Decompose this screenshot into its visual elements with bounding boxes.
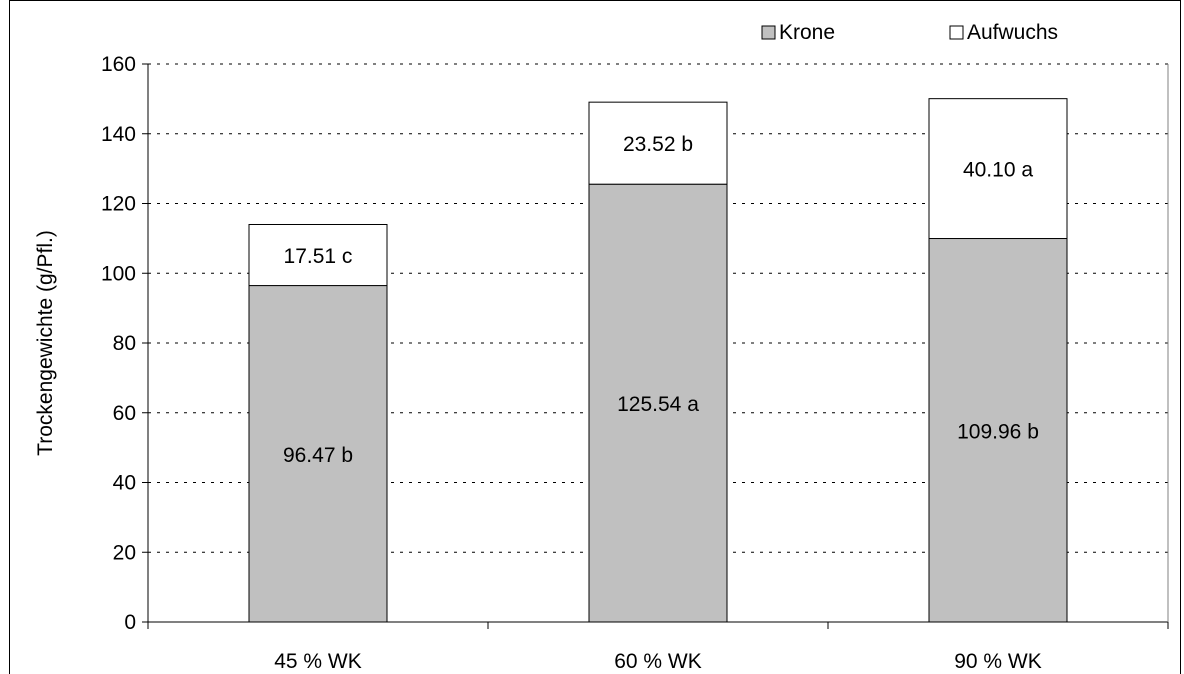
legend-swatch-aufwuchs (949, 25, 964, 40)
bars: 96.47 b 17.51 c 125.54 a 23.52 b 109.96 b 40.… (248, 98, 1068, 623)
bar-data-label: 96.47 b (283, 444, 353, 467)
y-tick-label: 160 (101, 53, 136, 76)
y-tick-label: 80 (113, 332, 136, 355)
y-axis-label: Trockengewichte (g/Pfl.) (34, 230, 57, 456)
x-category-label: 45 % WK (274, 650, 362, 673)
y-tick-label: 100 (101, 262, 136, 285)
bar-data-label: 23.52 b (623, 133, 693, 156)
bar-data-label: 109.96 b (957, 420, 1039, 443)
bar-data-label: 40.10 a (963, 159, 1033, 182)
y-tick-label: 60 (113, 402, 136, 425)
bar-data-label: 17.51 c (284, 245, 353, 268)
legend-label: Krone (779, 21, 835, 44)
ticks: 0 20 40 60 80 100 120 140 160 45 % WK 60 % WK 90 % … (101, 53, 1169, 673)
bar-segment-aufwuchs (248, 223, 388, 287)
bar-segment-krone (928, 238, 1068, 623)
legend-swatch-krone (761, 25, 776, 40)
x-category-label: 60 % WK (614, 650, 702, 673)
y-tick-label: 0 (124, 611, 136, 634)
y-tick-label: 140 (101, 123, 136, 146)
bar-data-label: 125.54 a (617, 393, 699, 416)
legend-label: Aufwuchs (967, 21, 1058, 44)
y-tick-label: 20 (113, 541, 136, 564)
y-tick-label: 120 (101, 193, 136, 216)
legend: Krone Aufwuchs (761, 21, 1058, 44)
chart-frame (9, 0, 1181, 674)
y-tick-label: 40 (113, 472, 136, 495)
bar-segment-aufwuchs (588, 101, 728, 185)
bar-segment-aufwuchs (928, 98, 1068, 240)
x-category-label: 90 % WK (954, 650, 1042, 673)
